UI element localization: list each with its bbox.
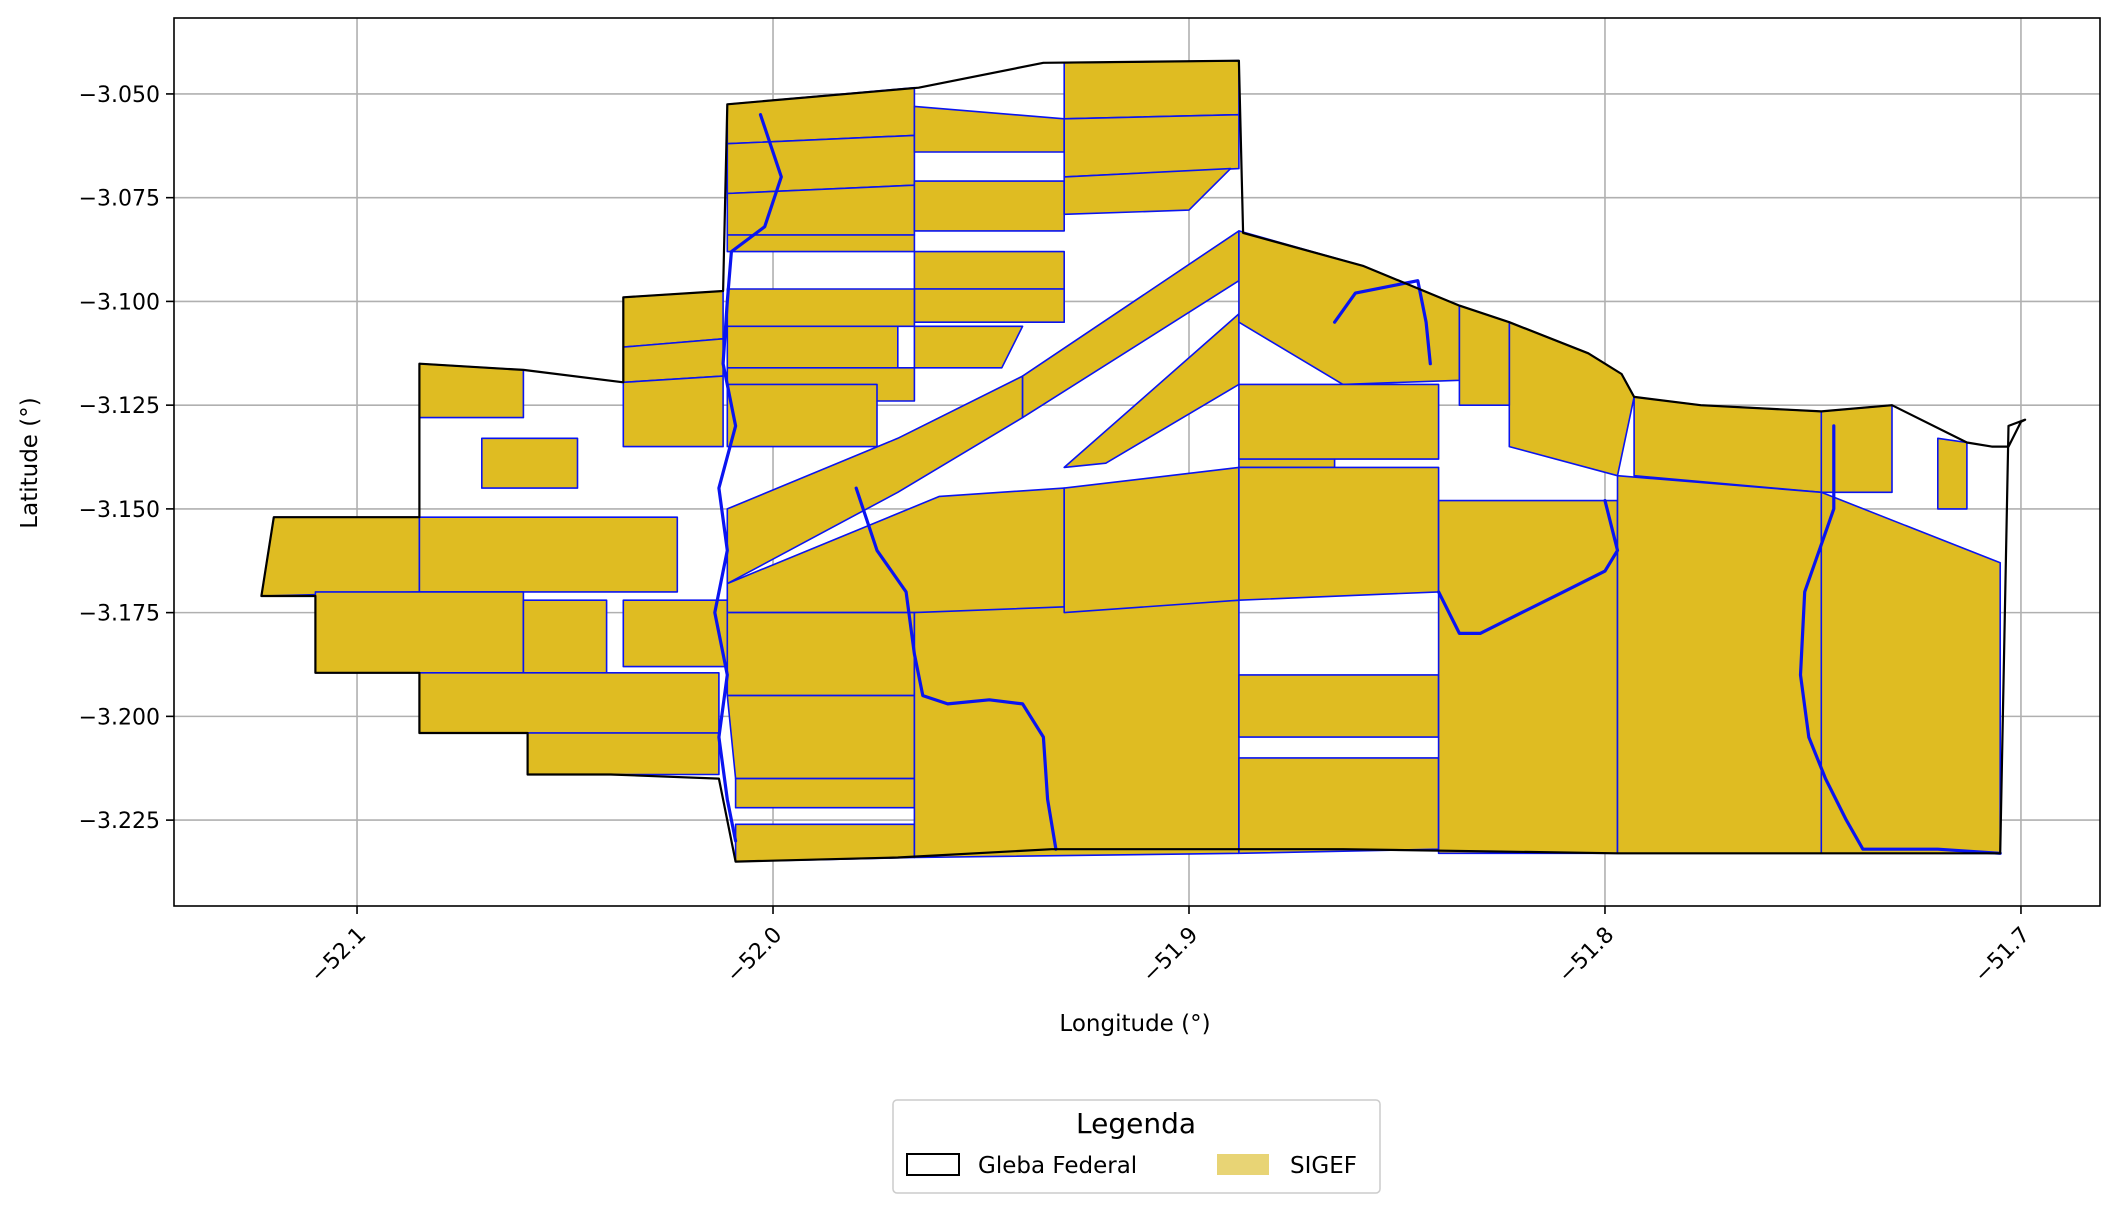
sigef-parcel bbox=[622, 290, 724, 348]
sigef-parcel bbox=[1063, 113, 1240, 178]
sigef-parcel bbox=[480, 437, 579, 489]
sigef-parcel bbox=[913, 180, 1065, 232]
sigef-parcel bbox=[913, 288, 1065, 324]
y-tick-label: −3.225 bbox=[79, 809, 160, 834]
sigef-parcel bbox=[418, 516, 679, 593]
sigef-parcel bbox=[1238, 674, 1440, 738]
x-tick-label: −51.8 bbox=[1554, 923, 1619, 988]
sigef-parcels-layer bbox=[260, 59, 2001, 863]
sigef-parcel bbox=[522, 599, 608, 676]
sigef-parcel bbox=[913, 599, 1240, 859]
sigef-parcel bbox=[913, 325, 1024, 369]
plot-frame bbox=[173, 17, 2101, 907]
sigef-parcel bbox=[734, 823, 916, 863]
sigef-parcel bbox=[418, 671, 720, 734]
sigef-parcel bbox=[1437, 499, 1619, 855]
x-tick-label: −52.0 bbox=[722, 923, 787, 988]
legend-swatch-sigef bbox=[1217, 1154, 1269, 1175]
x-axis-label: Longitude (°) bbox=[1059, 1011, 1210, 1037]
sigef-parcel bbox=[726, 184, 916, 236]
sigef-parcel bbox=[314, 591, 525, 674]
river-line bbox=[1798, 424, 2002, 855]
sigef-parcel bbox=[726, 234, 916, 253]
x-tick-label: −51.9 bbox=[1138, 923, 1203, 988]
sigef-parcel bbox=[1063, 167, 1232, 216]
y-tick-label: −3.175 bbox=[79, 602, 160, 627]
sigef-parcel bbox=[1937, 437, 1968, 510]
river-line bbox=[854, 486, 1058, 851]
sigef-parcel bbox=[1238, 757, 1440, 855]
river-line bbox=[713, 113, 783, 843]
sigef-parcel bbox=[418, 362, 525, 419]
gleba-federal-outline bbox=[260, 59, 2027, 863]
legend: Legenda Gleba Federal SIGEF bbox=[892, 1099, 1381, 1194]
sigef-parcel bbox=[1820, 491, 2001, 855]
river-lines-layer bbox=[713, 113, 2002, 855]
y-tick-label: −3.050 bbox=[79, 83, 160, 108]
sigef-parcel bbox=[1238, 466, 1440, 602]
y-tick-label: −3.100 bbox=[79, 290, 160, 315]
x-axis-ticks: −52.1 −52.0 −51.9 −51.8 −51.7 bbox=[306, 906, 2035, 988]
gleba-federal-layer bbox=[260, 59, 2027, 863]
sigef-parcel bbox=[526, 732, 720, 776]
y-tick-label: −3.200 bbox=[79, 705, 160, 730]
legend-title: Legenda bbox=[1076, 1107, 1196, 1140]
y-tick-label: −3.125 bbox=[79, 394, 160, 419]
sigef-parcel bbox=[260, 516, 421, 597]
sigef-parcel bbox=[622, 375, 724, 448]
y-axis-label: Latitude (°) bbox=[17, 397, 43, 528]
sigef-parcel bbox=[1508, 321, 1635, 477]
sigef-parcel bbox=[726, 611, 916, 697]
sigef-parcel bbox=[726, 694, 916, 780]
sigef-parcel bbox=[1633, 396, 1823, 494]
sigef-parcel bbox=[1616, 474, 1823, 855]
y-tick-label: −3.075 bbox=[79, 187, 160, 212]
legend-swatch-gleba-federal bbox=[906, 1153, 960, 1176]
legend-label-sigef: SIGEF bbox=[1290, 1153, 1357, 1179]
sigef-parcel bbox=[622, 337, 724, 384]
sigef-parcel bbox=[726, 383, 878, 448]
sigef-parcel bbox=[1820, 404, 1893, 494]
sigef-parcel bbox=[1063, 59, 1240, 120]
sigef-parcel bbox=[726, 134, 916, 195]
y-axis-ticks: −3.050 −3.075 −3.100 −3.125 −3.150 −3.175 −3.2… bbox=[79, 83, 174, 834]
sigef-parcel bbox=[1063, 466, 1240, 614]
sigef-parcel bbox=[1238, 230, 1461, 386]
river-line bbox=[1436, 499, 1620, 636]
sigef-parcel bbox=[726, 325, 899, 369]
x-tick-label: −51.7 bbox=[1970, 923, 2035, 988]
sigef-parcel bbox=[1238, 383, 1440, 460]
legend-label-gleba-federal: Gleba Federal bbox=[978, 1153, 1137, 1179]
y-tick-label: −3.150 bbox=[79, 498, 160, 523]
sigef-parcel bbox=[913, 105, 1065, 153]
sigef-parcel bbox=[622, 599, 729, 668]
sigef-parcel bbox=[734, 777, 916, 809]
sigef-parcel bbox=[726, 288, 916, 328]
river-line bbox=[1332, 279, 1432, 366]
x-tick-label: −52.1 bbox=[306, 923, 371, 988]
sigef-parcel bbox=[913, 250, 1065, 290]
